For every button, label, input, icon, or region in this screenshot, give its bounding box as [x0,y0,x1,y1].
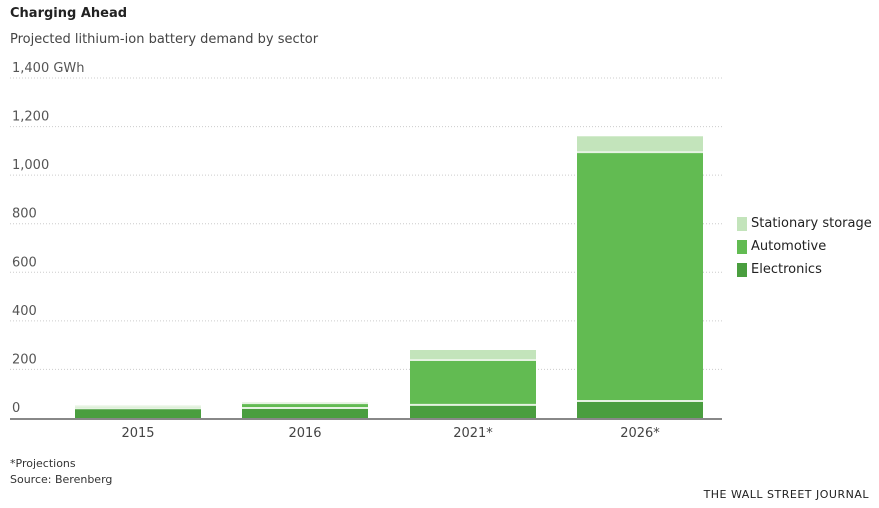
legend-label: Electronics [751,262,822,277]
bar-stationary-storage [410,350,536,360]
chart-title: Charging Ahead [10,6,128,21]
legend: Stationary storage Automotive Electronics [737,212,872,281]
bar-electronics [75,408,201,418]
y-tick-label: 1,000 [12,158,49,173]
y-tick-label: 600 [12,255,37,270]
bar-electronics [242,408,368,418]
legend-swatch [737,262,747,277]
y-tick-label: 1,400 GWh [12,61,85,76]
legend-swatch [737,216,747,231]
legend-swatch [737,239,747,254]
bar-electronics [410,404,536,418]
y-tick-label: 800 [12,207,37,222]
x-tick-label: 2026* [620,426,660,441]
bar-automotive [242,403,368,409]
legend-label: Stationary storage [751,216,872,231]
x-tick-label: 2015 [121,426,154,441]
x-tick-label: 2016 [288,426,321,441]
x-tick-label: 2021* [453,426,493,441]
source-note: Source: Berenberg [10,473,113,486]
y-tick-label: 1,200 [12,110,49,125]
bar-stationary-storage [577,136,703,153]
bar-automotive [410,359,536,405]
legend-item: Stationary storage [737,212,872,235]
chart-subtitle: Projected lithium-ion battery demand by … [10,32,319,47]
y-tick-label: 400 [12,304,37,319]
projections-note: *Projections [10,457,76,470]
y-tick-label: 0 [12,401,20,416]
bar-electronics [577,401,703,418]
legend-label: Automotive [751,239,827,254]
wsj-credit: THE WALL STREET JOURNAL [703,488,869,501]
bar-automotive [577,152,703,401]
legend-item: Electronics [737,258,872,281]
y-tick-label: 200 [12,352,37,367]
legend-item: Automotive [737,235,872,258]
